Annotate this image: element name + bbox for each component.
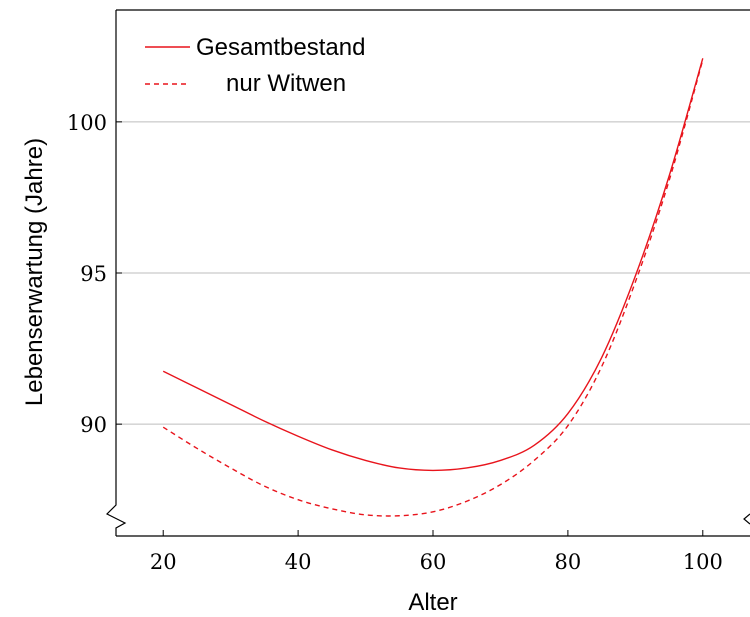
y-axis-label: Lebenserwartung (Jahre) — [21, 138, 48, 406]
legend-label-nur-witwen: nur Witwen — [226, 70, 346, 97]
y-axis — [105, 10, 127, 536]
series-lines — [162, 58, 704, 517]
x-axis-label: Alter — [408, 589, 457, 616]
axes-frame — [105, 9, 750, 537]
grid-lines — [116, 121, 750, 425]
tick-labels: 20 40 60 80 100 90 95 100 — [67, 111, 723, 574]
x-tick-label-80: 80 — [555, 550, 582, 574]
y-tick-label-95: 95 — [80, 262, 107, 286]
x-tick-label-40: 40 — [285, 550, 312, 574]
axis-break-right — [743, 513, 750, 525]
x-tick-label-100: 100 — [683, 550, 723, 574]
x-tick-label-60: 60 — [420, 550, 447, 574]
legend: Gesamtbestand nur Witwen — [145, 34, 365, 97]
y-tick-label-90: 90 — [80, 413, 107, 437]
x-tick-label-20: 20 — [150, 550, 177, 574]
legend-label-gesamtbestand: Gesamtbestand — [196, 34, 365, 61]
series-line-gesamtbestand — [162, 58, 704, 472]
y-tick-label-100: 100 — [67, 111, 107, 135]
series-line-nur-witwen — [162, 59, 704, 517]
